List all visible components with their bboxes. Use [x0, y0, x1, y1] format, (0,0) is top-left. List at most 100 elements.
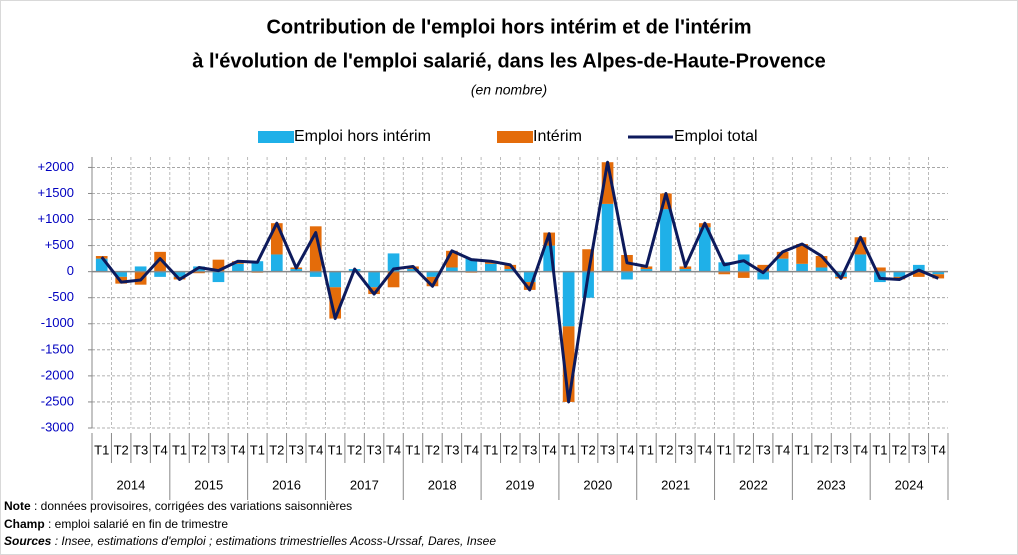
bar [212, 271, 225, 283]
year-label: 2023 [817, 477, 846, 492]
bar [757, 264, 770, 272]
bar [290, 269, 303, 272]
bar [854, 254, 867, 272]
y-tick-label: -1000 [41, 315, 74, 330]
x-tick-label: T3 [678, 442, 693, 457]
x-tick-label: T1 [639, 442, 654, 457]
x-tick-label: T4 [853, 442, 868, 457]
year-label: 2022 [739, 477, 768, 492]
bar [523, 271, 536, 283]
x-tick-label: T4 [153, 442, 168, 457]
bar [115, 271, 128, 277]
y-tick-label: -1500 [41, 341, 74, 356]
x-tick-label: T1 [561, 442, 576, 457]
y-tick-label: -2500 [41, 393, 74, 408]
y-tick-label: +1000 [37, 211, 74, 226]
x-tick-label: T3 [756, 442, 771, 457]
bar [426, 271, 439, 277]
x-tick-label: T1 [172, 442, 187, 457]
bar [465, 258, 478, 272]
bar [582, 249, 594, 272]
bar [621, 271, 633, 280]
bar [562, 271, 575, 327]
bar [698, 227, 711, 272]
x-tick-label: T4 [542, 442, 557, 457]
x-tick-label: T2 [658, 442, 673, 457]
x-tick-label: T4 [775, 442, 790, 457]
year-label: 2014 [116, 477, 145, 492]
bar [407, 269, 419, 272]
bar [679, 269, 692, 272]
x-tick-label: T1 [250, 442, 265, 457]
x-tick-label: T4 [931, 442, 946, 457]
notes: Note : données provisoires, corrigées de… [4, 498, 496, 551]
x-tick-label: T4 [230, 442, 245, 457]
x-tick-label: T2 [347, 442, 362, 457]
x-tick-label: T3 [444, 442, 459, 457]
x-tick-label: T1 [717, 442, 732, 457]
x-tick-label: T1 [483, 442, 498, 457]
note-text: : emploi salarié en fin de trimestre [44, 516, 229, 531]
bar [193, 271, 205, 274]
bar [737, 254, 750, 272]
chart-title: Contribution de l'emploi hors intérim et… [266, 16, 751, 38]
x-tick-label: T3 [911, 442, 926, 457]
bar [660, 209, 672, 272]
note-line: Champ : emploi salarié en fin de trimest… [4, 516, 496, 534]
bar [543, 245, 556, 272]
note-line: Sources : Insee, estimations d'emploi ; … [4, 533, 496, 551]
bar [815, 256, 828, 268]
bar [835, 271, 847, 277]
bar [387, 271, 400, 288]
y-tick-label: +500 [45, 237, 74, 252]
bar [309, 226, 322, 272]
bar [874, 267, 886, 272]
bar [796, 263, 808, 272]
bar [893, 271, 906, 277]
x-tick-label: T1 [94, 442, 109, 457]
x-tick-label: T2 [425, 442, 440, 457]
x-tick-label: T1 [405, 442, 420, 457]
bar [660, 193, 672, 210]
legend-label: Intérim [533, 128, 582, 145]
x-tick-label: T3 [367, 442, 382, 457]
note-label: Note [4, 499, 31, 513]
bar [154, 271, 166, 277]
note-text: : données provisoires, corrigées des var… [30, 499, 353, 513]
bar [270, 254, 283, 272]
bar [504, 269, 517, 272]
bar [329, 287, 342, 319]
x-tick-label: T1 [795, 442, 810, 457]
y-tick-label: +1500 [37, 185, 74, 200]
legend-label: Emploi hors intérim [294, 128, 431, 145]
year-label: 2024 [895, 477, 924, 492]
bar [757, 271, 770, 280]
bar [932, 271, 945, 275]
bar [446, 267, 458, 272]
year-label: 2017 [350, 477, 379, 492]
bar [446, 250, 458, 268]
bar [796, 244, 808, 264]
x-tick-label: T2 [269, 442, 284, 457]
x-tick-label: T2 [814, 442, 829, 457]
x-tick-label: T3 [211, 442, 226, 457]
bar [154, 251, 166, 272]
y-tick-label: -2000 [41, 367, 74, 382]
x-tick-label: T2 [503, 442, 518, 457]
note-line: Note : données provisoires, corrigées de… [4, 498, 496, 516]
x-tick-label: T2 [736, 442, 751, 457]
bar [718, 271, 731, 275]
bar [212, 259, 225, 272]
chart-title: à l'évolution de l'emploi salarié, dans … [192, 50, 825, 72]
bar [912, 271, 925, 277]
legend-label: Emploi total [674, 128, 758, 145]
bar [776, 258, 789, 272]
bar [368, 271, 380, 288]
bar [562, 326, 575, 402]
x-tick-label: T1 [328, 442, 343, 457]
bar [640, 269, 653, 272]
year-label: 2021 [661, 477, 690, 492]
bar [95, 258, 108, 272]
legend-swatch [497, 131, 533, 143]
